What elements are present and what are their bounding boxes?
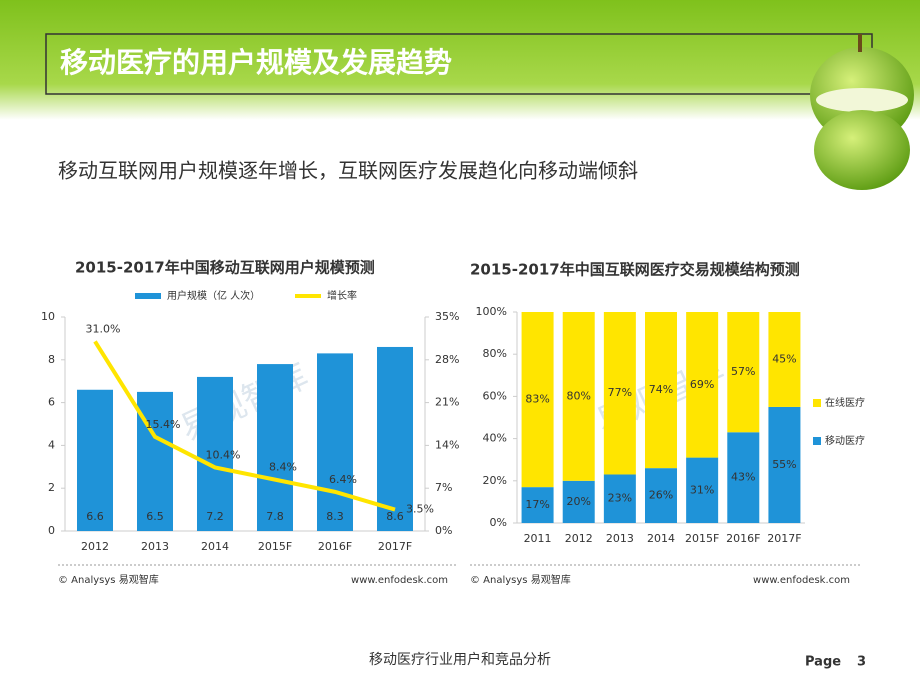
bar-segment [768,406,801,523]
bar-label: 80% [566,389,590,402]
bar [257,364,293,531]
bar-label: 57% [731,365,755,378]
bar-segment [562,312,595,481]
x-tick-label: 2017F [378,540,412,553]
slide-title: 移动医疗的用户规模及发展趋势 [60,46,452,79]
y-tick-label: 40% [483,432,507,445]
y2-tick-label: 21% [435,396,459,409]
x-tick-label: 2015F [685,532,719,545]
bar-segment [645,312,677,469]
y-tick-label: 4 [48,438,55,451]
line-label: 3.5% [406,503,434,516]
x-tick-label: 2014 [201,540,229,553]
legend-label: 增长率 [327,289,357,302]
bar-segment [686,457,719,523]
bar-label: 20% [566,495,590,508]
header-band [0,0,920,120]
bar-label: 23% [608,492,632,505]
bar-label: 8.3 [326,510,344,523]
source: © Analysys 易观智库 [470,573,571,586]
y-tick-label: 0 [48,524,55,537]
y-tick-label: 8 [48,353,55,366]
x-tick-label: 2012 [81,540,109,553]
y2-tick-label: 0% [435,524,452,537]
bar-segment [603,312,636,475]
chart-title: 2015-2017年中国移动互联网用户规模预测 [75,259,375,277]
bar-segment [562,480,595,523]
bar-segment [645,468,677,523]
bar-label: 45% [772,352,796,365]
y2-tick-label: 7% [435,481,452,494]
bar-label: 6.6 [86,510,104,523]
website: www.enfodesk.com [753,575,850,586]
bar-label: 8.6 [386,510,404,523]
legend-swatch [135,293,161,299]
y2-tick-label: 14% [435,438,459,451]
source: © Analysys 易观智库 [58,573,159,586]
y-tick-label: 6 [48,396,55,409]
y-tick-label: 2 [48,481,55,494]
bar-segment [603,474,636,523]
x-tick-label: 2012 [565,532,593,545]
line-label: 15.4% [146,418,181,431]
legend-swatch [813,399,821,407]
y-tick-label: 0% [490,516,507,529]
footer-text: 移动医疗行业用户和竞品分析 [369,651,551,668]
bar-label: 7.2 [206,510,224,523]
bar-label: 77% [608,386,632,399]
apple-decoration [810,34,914,190]
y-tick-label: 80% [483,347,507,360]
bar [317,353,353,531]
bar-segment [521,312,554,488]
bar-label: 55% [772,458,796,471]
page-number: 3 [857,655,866,670]
bar-label: 17% [525,498,549,511]
legend-label: 用户规模（亿 人次） [167,289,260,302]
line-label: 31.0% [86,322,121,335]
bar [377,346,413,531]
bar-label: 83% [525,393,549,406]
x-tick-label: 2017F [767,532,801,545]
page-label: Page [805,655,841,670]
y-tick-label: 100% [476,305,507,318]
y2-tick-label: 28% [435,353,459,366]
y2-tick-label: 35% [435,310,459,323]
bar-segment [686,312,719,458]
line-label: 6.4% [329,473,357,486]
bar-label: 43% [731,471,755,484]
x-tick-label: 2013 [141,540,169,553]
legend-label: 移动医疗 [825,434,865,447]
chart-title: 2015-2017年中国互联网医疗交易规模结构预测 [470,261,800,279]
bar [197,376,233,531]
bar-segment [768,312,801,407]
x-tick-label: 2016F [318,540,352,553]
legend-label: 在线医疗 [825,396,865,409]
bar-label: 31% [690,483,714,496]
bar-label: 74% [649,383,673,396]
bar [77,389,113,531]
x-tick-label: 2014 [647,532,675,545]
x-tick-label: 2013 [606,532,634,545]
line-label: 10.4% [206,448,241,461]
y-tick-label: 20% [483,474,507,487]
bar-label: 6.5 [146,510,164,523]
y-tick-label: 10 [41,310,55,323]
legend-swatch [813,437,821,445]
bar-segment [521,487,554,523]
bar-label: 69% [690,378,714,391]
x-tick-label: 2015F [258,540,292,553]
line-label: 8.4% [269,461,297,474]
bar-segment [727,432,760,523]
bar-label: 26% [649,489,673,502]
y-tick-label: 60% [483,389,507,402]
slide-subtitle: 移动互联网用户规模逐年增长，互联网医疗发展趋化向移动端倾斜 [58,159,638,183]
x-tick-label: 2011 [524,532,552,545]
x-tick-label: 2016F [726,532,760,545]
website: www.enfodesk.com [351,575,448,586]
line-series [93,340,396,512]
bar-label: 7.8 [266,510,284,523]
bar-segment [727,312,760,433]
